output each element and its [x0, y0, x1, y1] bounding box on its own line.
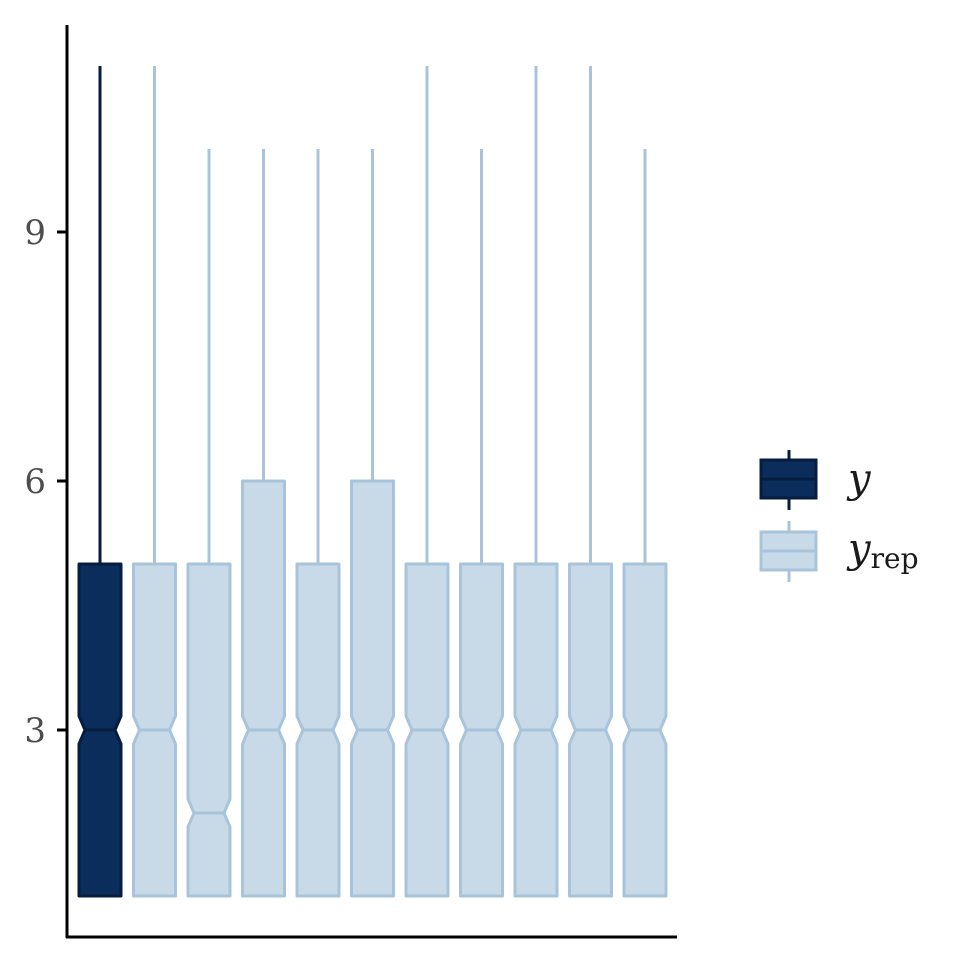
box-4: [241, 149, 286, 898]
box-6: [350, 149, 395, 898]
box-4-body: [241, 479, 286, 898]
box-1: [77, 66, 123, 898]
legend-y-label: y: [846, 456, 872, 502]
box-7: [404, 66, 450, 898]
box-3: [186, 149, 232, 898]
y-tick-label-3: 3: [24, 711, 46, 751]
legend: y yrep: [759, 450, 919, 582]
legend-item-y: y: [759, 450, 872, 510]
box-2: [132, 66, 177, 898]
legend-yrep-label: yrep: [846, 526, 919, 575]
legend-yrep-subscript: rep: [871, 542, 919, 575]
box-5: [295, 149, 341, 898]
y-axis-ticks: 3 6 9: [24, 213, 67, 751]
box-8: [459, 149, 504, 898]
y-tick-label-9: 9: [24, 213, 46, 253]
box-10: [568, 66, 613, 898]
y-tick-label-6: 6: [24, 462, 46, 502]
plot-area: [77, 66, 668, 898]
box-11: [622, 149, 668, 898]
box-6-body: [350, 479, 395, 898]
legend-item-yrep: yrep: [759, 521, 919, 582]
box-3-body: [186, 562, 232, 898]
box-9: [513, 66, 559, 898]
